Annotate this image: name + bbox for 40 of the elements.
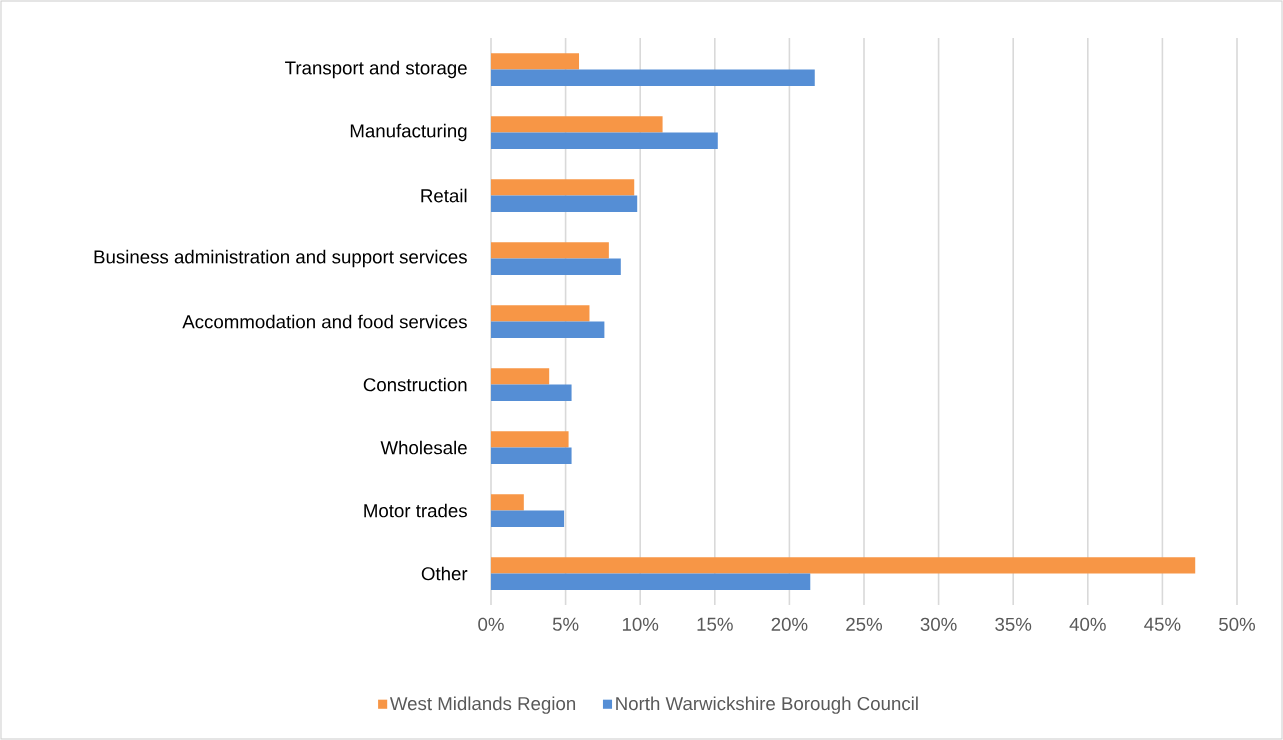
x-tick-label: 45% [1144,617,1181,631]
y-tick-label: Accommodation and food services [182,314,467,329]
x-tick-label: 35% [995,617,1032,631]
x-tick-label: 15% [697,617,733,631]
bar [491,258,621,275]
bar [491,53,580,70]
bar [491,494,524,511]
bar [491,573,811,590]
x-tick-label: 50% [1219,617,1256,631]
y-tick-label: Transport and storage [285,60,467,79]
bar [491,195,638,212]
bar [491,510,565,527]
bar [491,321,605,338]
bar [491,116,663,133]
bar [491,447,572,464]
bar [491,179,635,196]
legend-label: West Midlands Region [389,696,576,714]
y-tick-label: Retail [421,188,467,203]
y-tick-label: Motor trades [364,503,467,518]
x-tick-label: 20% [771,617,808,631]
bar [491,384,572,401]
x-tick-label: 10% [622,617,659,631]
x-tick-label: 25% [846,617,883,631]
y-tick-label: Construction [363,377,467,392]
y-tick-label: Business administration and support services [94,249,467,268]
bar [491,305,590,322]
x-tick-label: 5% [552,617,579,631]
x-tick-label: 40% [1069,617,1106,631]
y-tick-label: Wholesale [380,440,467,455]
x-tick-label: 30% [920,617,957,631]
x-tick-label: 0% [478,617,504,631]
bar [491,69,815,86]
bar [491,368,550,385]
bar [491,242,609,259]
y-tick-label: Manufacturing [350,123,467,142]
bar [491,431,569,448]
bar [491,557,1196,574]
y-tick-label: Other [421,566,468,581]
legend-label: North Warwickshire Borough Council [616,696,918,714]
bar [491,132,718,149]
